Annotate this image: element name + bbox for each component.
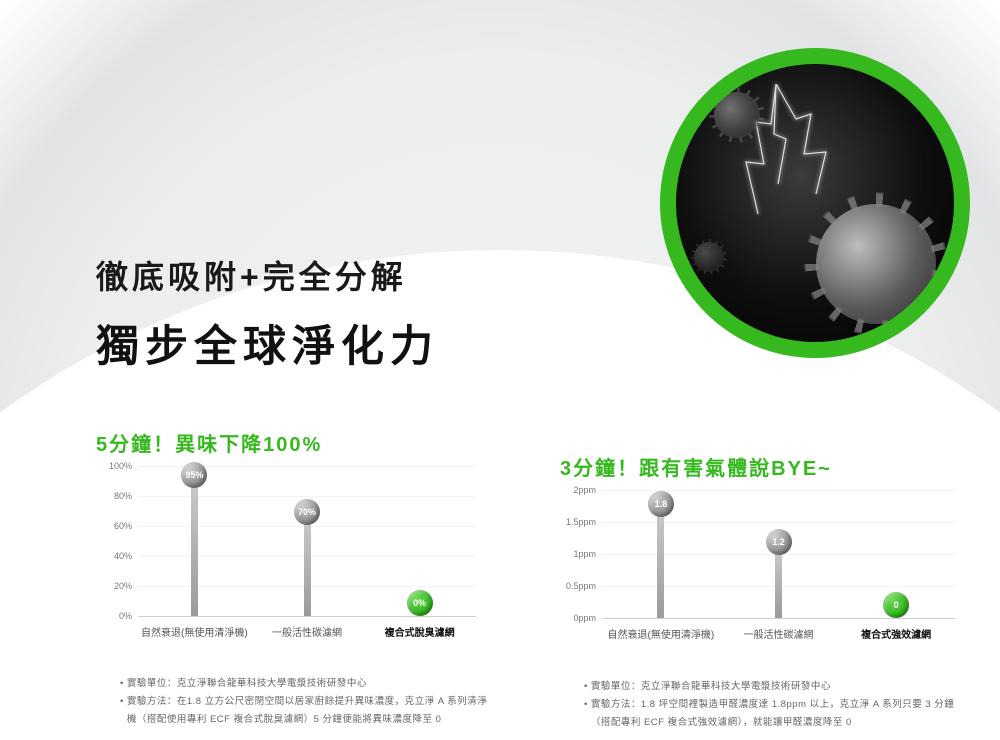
category-label: 複合式脫臭濾網 xyxy=(350,624,490,639)
bullet-icon: • xyxy=(120,693,124,729)
virus-icon xyxy=(714,92,760,138)
chart-right: 0ppm0.5ppm1ppm1.5ppm2ppm1.8自然衰退(無使用清淨機)1… xyxy=(560,490,955,646)
x-axis xyxy=(138,616,476,617)
hero-image-circle xyxy=(660,48,970,358)
x-axis xyxy=(602,618,955,619)
bar-stem xyxy=(775,551,782,618)
title-block: 徹底吸附+完全分解 獨步全球淨化力 xyxy=(96,252,439,374)
bullet-icon: • xyxy=(584,678,588,696)
title-line1: 徹底吸附+完全分解 xyxy=(96,252,439,298)
bar-stem xyxy=(191,484,198,617)
bullet-icon: • xyxy=(120,675,124,693)
bar-knob: 0 xyxy=(883,592,909,618)
bar-stem xyxy=(304,521,311,616)
chart-bar: 0%複合式脫臭濾網 xyxy=(350,590,490,616)
bar-knob: 0% xyxy=(407,590,433,616)
footnotes-right: •實驗單位：克立淨聯合龍華科技大學電漿技術研發中心•實驗方法：1.8 坪空間裡製… xyxy=(584,678,964,732)
footnote-text: 實驗單位：克立淨聯合龍華科技大學電漿技術研發中心 xyxy=(591,678,964,696)
title-line2: 獨步全球淨化力 xyxy=(96,312,439,374)
bullet-icon: • xyxy=(584,696,588,732)
category-label: 複合式強效濾網 xyxy=(826,626,966,641)
footnote-row: •實驗方法：在1.8 立方公尺密閉空間以居家廚餘提升異味濃度，克立淨 A 系列清… xyxy=(120,693,490,729)
virus-icon xyxy=(816,204,936,324)
footnote-text: 實驗單位：克立淨聯合龍華科技大學電漿技術研發中心 xyxy=(127,675,490,693)
bar-knob: 70% xyxy=(294,499,320,525)
footnote-text: 實驗方法：1.8 坪空間裡製造甲醛濃度達 1.8ppm 以上，克立淨 A 系列只… xyxy=(591,696,964,732)
footnote-row: •實驗方法：1.8 坪空間裡製造甲醛濃度達 1.8ppm 以上，克立淨 A 系列… xyxy=(584,696,964,732)
chart-bar: 0複合式強效濾網 xyxy=(826,592,966,618)
footnote-text: 實驗方法：在1.8 立方公尺密閉空間以居家廚餘提升異味濃度，克立淨 A 系列清淨… xyxy=(127,693,490,729)
virus-icon xyxy=(694,242,724,272)
chart-left: 0%20%40%60%80%100%95%自然衰退(無使用清淨機)70%一般活性… xyxy=(96,466,476,644)
bar-knob: 1.8 xyxy=(648,491,674,517)
footnote-row: •實驗單位：克立淨聯合龍華科技大學電漿技術研發中心 xyxy=(584,678,964,696)
bar-knob: 1.2 xyxy=(766,529,792,555)
footnotes-left: •實驗單位：克立淨聯合龍華科技大學電漿技術研發中心•實驗方法：在1.8 立方公尺… xyxy=(120,675,490,729)
bar-stem xyxy=(657,513,664,618)
subtitle-left: 5分鐘！異味下降100% xyxy=(96,428,322,457)
subtitle-right: 3分鐘！跟有害氣體說BYE~ xyxy=(560,452,832,481)
footnote-row: •實驗單位：克立淨聯合龍華科技大學電漿技術研發中心 xyxy=(120,675,490,693)
bar-knob: 95% xyxy=(181,462,207,488)
